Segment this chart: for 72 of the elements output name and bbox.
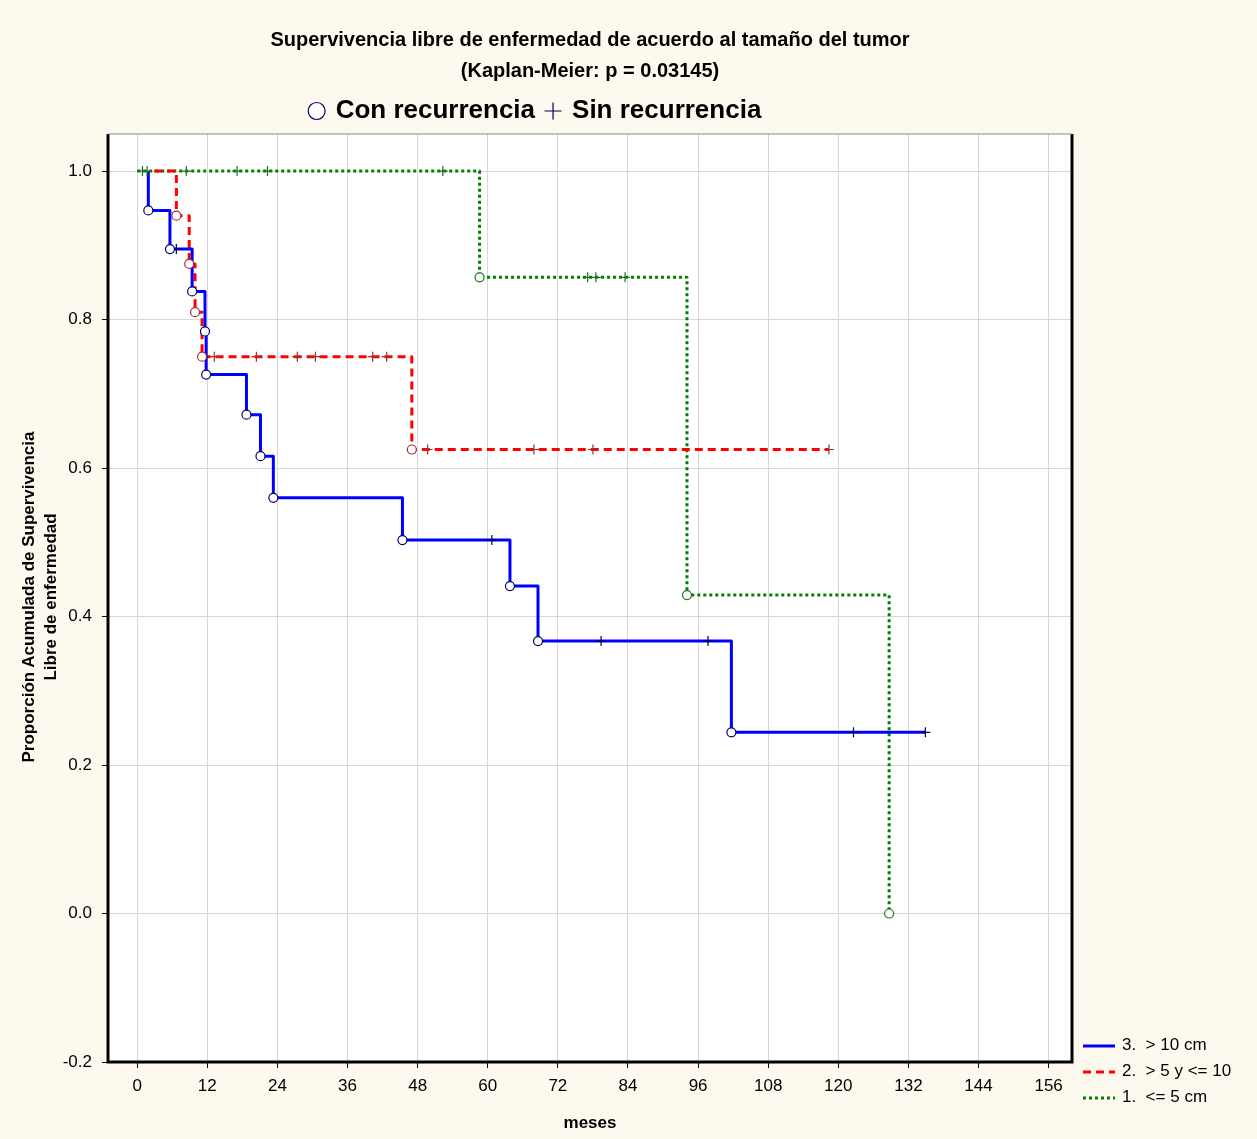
point (268, 492, 279, 503)
point (367, 351, 379, 363)
point (291, 351, 303, 363)
x-axis-title: meses (562, 1113, 618, 1133)
point (309, 351, 322, 363)
point (702, 635, 714, 647)
x-tick-label: 156 (1034, 1075, 1063, 1095)
point (196, 351, 208, 362)
point (474, 272, 485, 283)
y-tick-label: 1.0 (68, 160, 92, 180)
point (184, 258, 195, 270)
point (726, 727, 737, 738)
point (261, 165, 274, 177)
point (504, 581, 516, 592)
point (486, 534, 498, 546)
x-tick-label: 0 (132, 1075, 142, 1095)
point (187, 286, 198, 297)
point (231, 165, 243, 177)
point (250, 351, 262, 363)
legend-label: 1. <= 5 cm (1122, 1087, 1208, 1106)
legend-label: 3. > 10 cm (1122, 1035, 1207, 1054)
x-tick-label: 120 (824, 1075, 853, 1095)
point (397, 534, 408, 546)
y-tick-label: 0.6 (68, 457, 92, 477)
x-tick-label: 36 (338, 1075, 357, 1095)
x-tick-label: 48 (408, 1075, 428, 1095)
point (587, 443, 599, 456)
point (847, 726, 860, 738)
legend-label: Con recurrencia (335, 94, 536, 125)
point (255, 451, 266, 462)
x-tick-label: 108 (754, 1075, 783, 1095)
point (180, 165, 192, 177)
point (919, 726, 931, 738)
point (582, 271, 594, 283)
y-tick-label: 0.2 (68, 754, 92, 774)
point (199, 326, 211, 337)
point (823, 443, 835, 456)
point (884, 908, 895, 919)
x-tick-label: 12 (197, 1075, 217, 1095)
legend-label: 2. > 5 y <= 10 (1122, 1061, 1232, 1080)
point (208, 351, 220, 363)
point (241, 409, 252, 420)
y-tick-label: -0.2 (62, 1051, 92, 1071)
point (681, 589, 693, 601)
y-tick-label: 0.8 (68, 309, 92, 329)
y-axis-title: Proporción Acumulada de Supervivencia Libre de enfermedad (18, 431, 61, 763)
y-tick-label: 0.0 (68, 903, 92, 923)
x-tick-label: 60 (478, 1075, 498, 1095)
point (189, 307, 201, 318)
point (595, 635, 607, 647)
point (421, 443, 434, 456)
legend-label: Sin recurrencia (572, 94, 762, 125)
point (406, 444, 417, 455)
point (590, 271, 602, 283)
point (437, 165, 449, 177)
point (164, 243, 176, 255)
point (619, 271, 631, 283)
x-tick-label: 72 (548, 1075, 568, 1095)
x-tick-label: 24 (267, 1075, 287, 1095)
point (381, 351, 393, 363)
x-tick-label: 84 (618, 1075, 638, 1095)
point (201, 369, 212, 380)
x-tick-label: 144 (964, 1075, 993, 1095)
point (143, 205, 154, 216)
x-tick-label: 132 (894, 1075, 923, 1095)
x-tick-label: 96 (688, 1075, 708, 1095)
point (171, 210, 182, 221)
chart-subtitle: (Kaplan-Meier: p = 0.03145) (459, 59, 721, 82)
point (532, 635, 544, 647)
point (528, 443, 540, 456)
y-tick-label: 0.4 (68, 606, 92, 626)
chart-title: Supervivencia libre de enfermedad de acuerdo al tamaño del tumor (269, 28, 911, 51)
